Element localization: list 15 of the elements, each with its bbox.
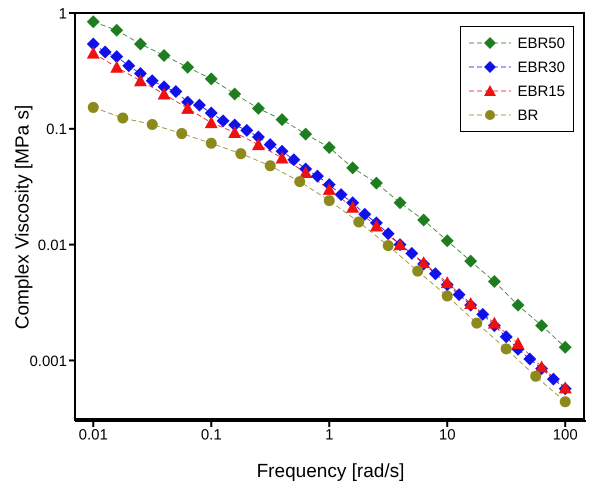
x-tick-label: 0.1	[200, 426, 222, 444]
legend-label: EBR50	[517, 34, 565, 52]
legend-label: EBR30	[517, 58, 565, 76]
x-tick-label: 10	[438, 426, 456, 444]
y-axis-title: Complex Viscosity [MPa s]	[12, 104, 34, 330]
legend-label: BR	[517, 106, 538, 124]
legend-label: EBR15	[517, 82, 565, 100]
y-tick-label: 1	[58, 5, 67, 22]
y-tick-label: 0.01	[38, 236, 67, 254]
x-tick-label: 1	[325, 426, 334, 444]
x-tick-label: 0.01	[78, 426, 108, 444]
x-axis-title: Frequency [rad/s]	[256, 461, 404, 482]
y-tick-label: 0.001	[29, 352, 67, 370]
x-tick-label: 100	[552, 426, 578, 444]
y-tick-label: 0.1	[46, 121, 67, 138]
